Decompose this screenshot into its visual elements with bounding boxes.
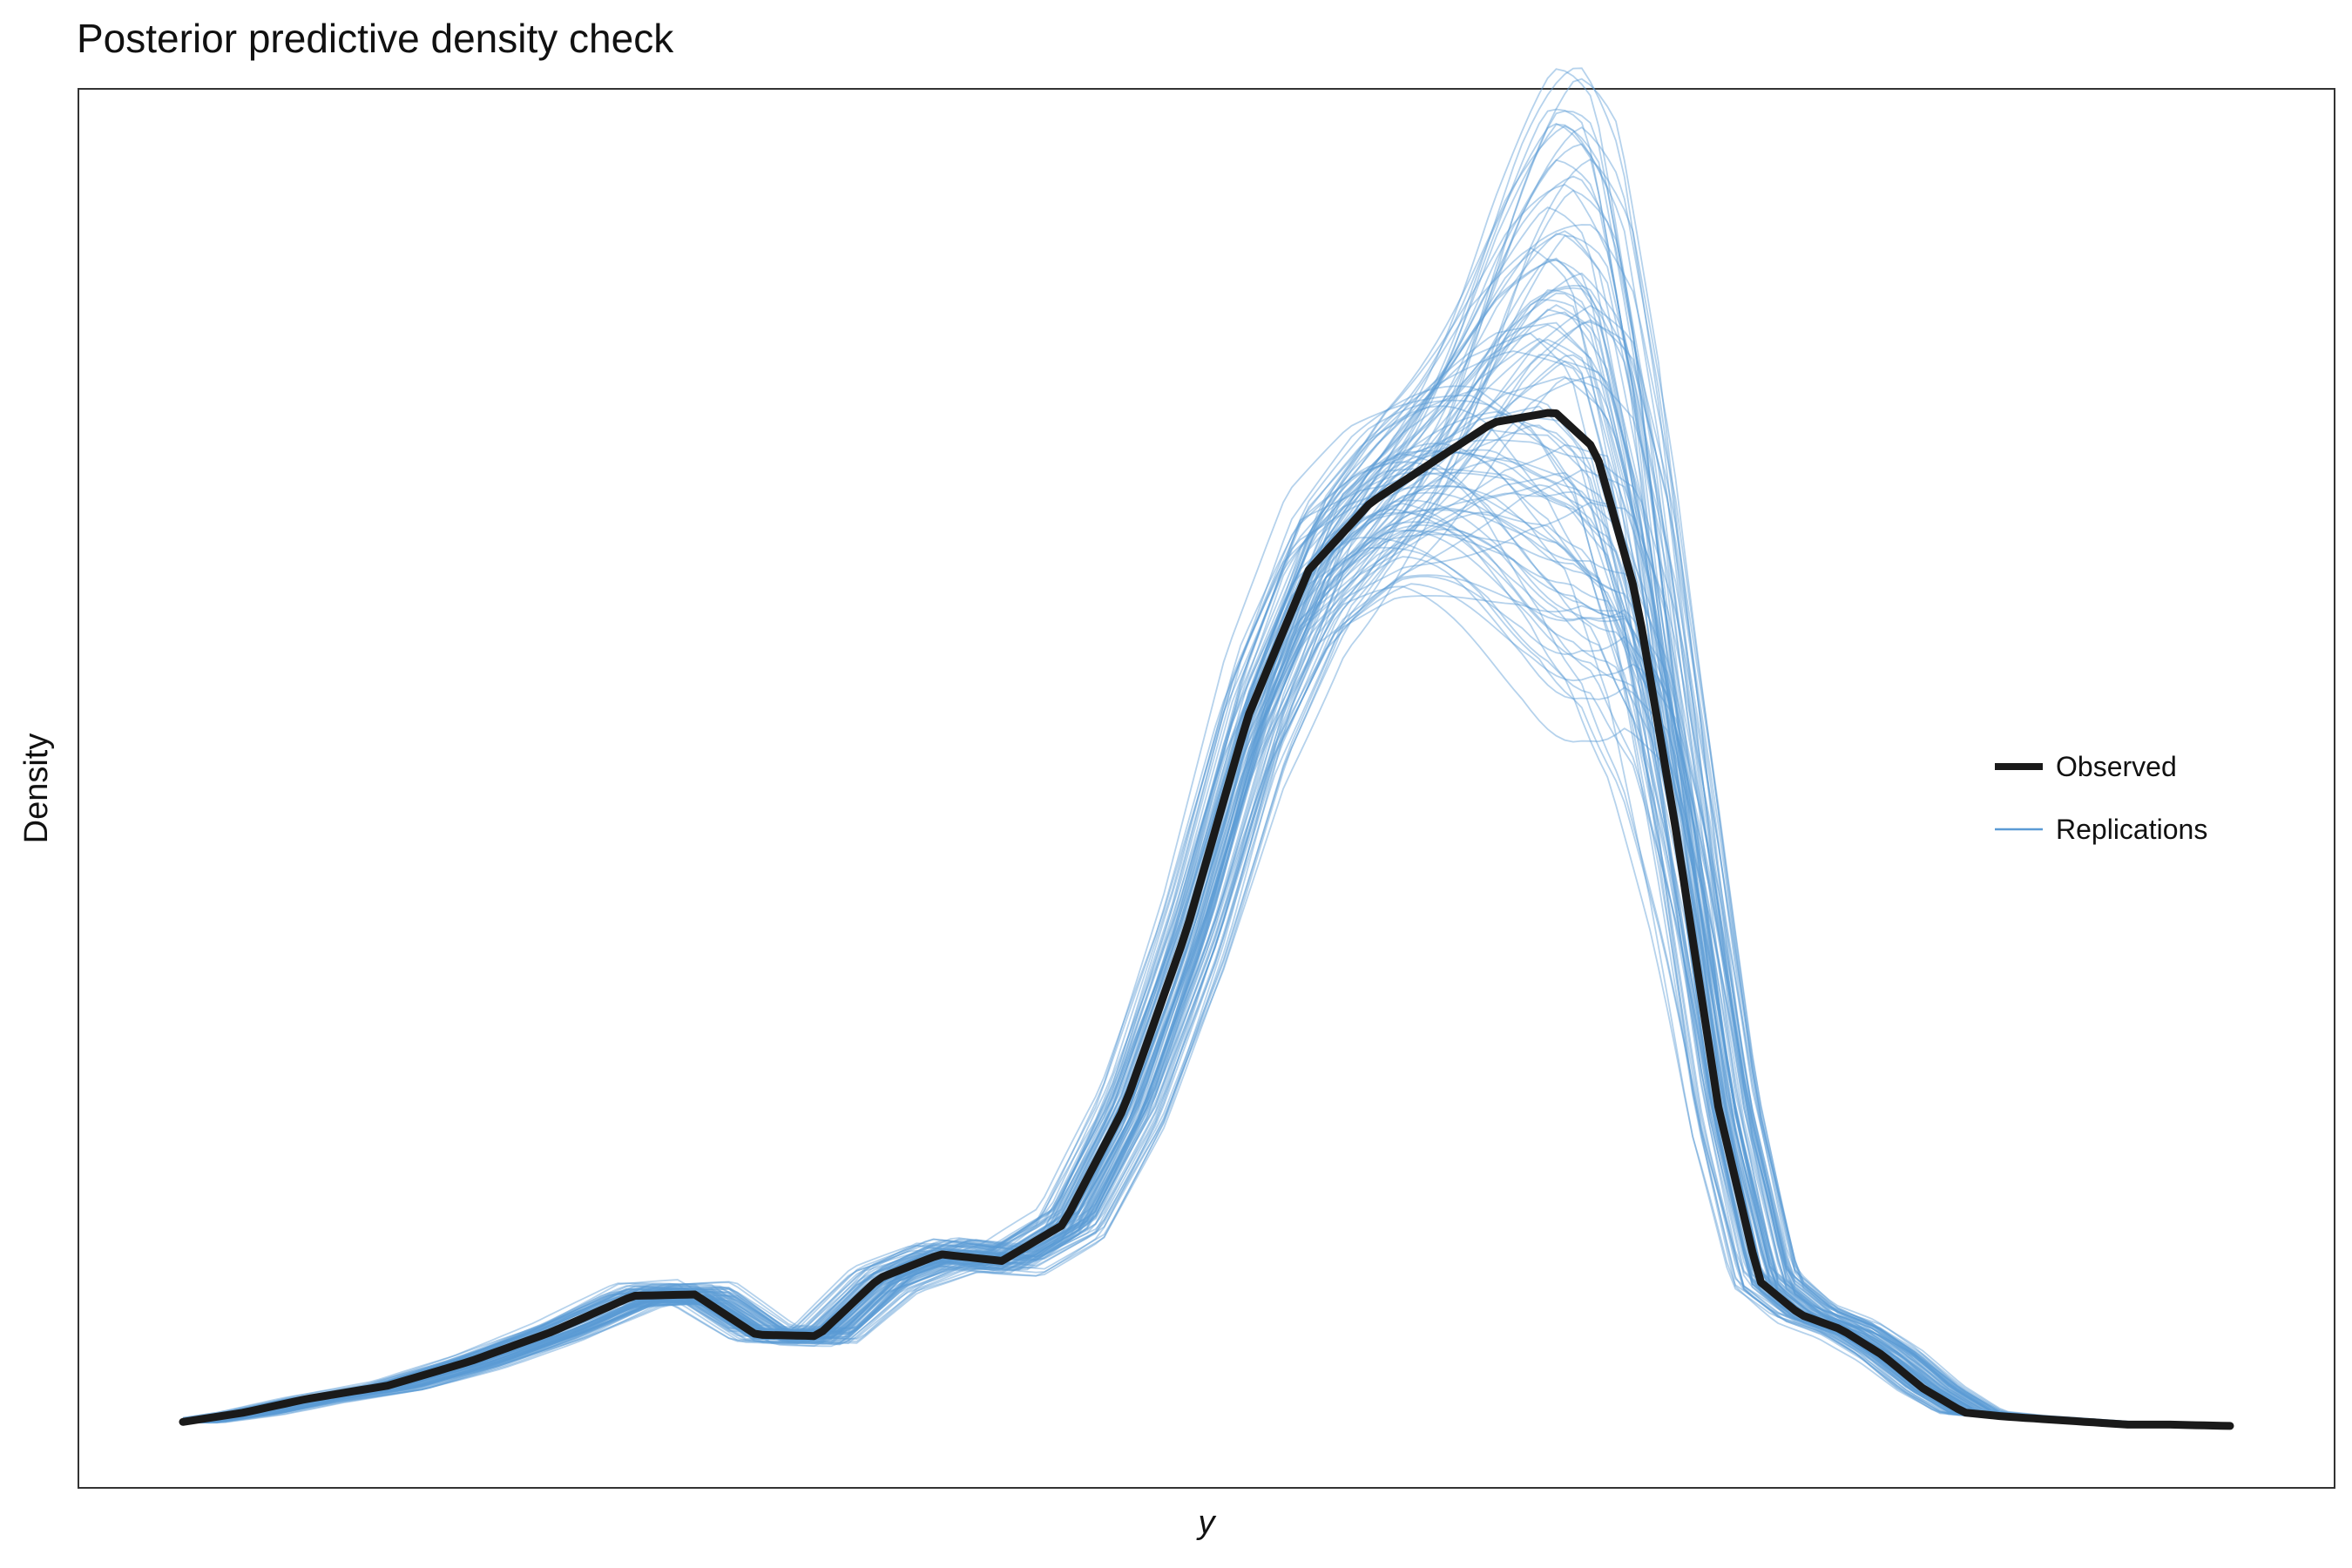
replication-line: [183, 230, 2231, 1427]
replication-line: [183, 533, 2231, 1427]
replication-line: [183, 287, 2231, 1426]
replication-line: [183, 175, 2231, 1427]
replication-line: [182, 376, 2231, 1427]
replication-line: [182, 126, 2231, 1427]
replication-line: [183, 556, 2231, 1427]
replication-line: [183, 594, 2231, 1426]
replication-line: [182, 337, 2230, 1427]
replication-line: [183, 189, 2231, 1427]
replication-line: [182, 299, 2230, 1427]
replication-line: [182, 524, 2230, 1427]
replication-line: [183, 469, 2231, 1427]
replication-line: [182, 537, 2230, 1427]
replication-line: [183, 360, 2231, 1427]
replication-line: [183, 272, 2231, 1427]
replication-line: [183, 304, 2231, 1427]
replication-line: [183, 449, 2231, 1427]
replication-line: [183, 471, 2231, 1427]
replication-line: [182, 247, 2231, 1427]
replication-line: [183, 67, 2231, 1427]
replication-line: [183, 78, 2231, 1427]
replication-line: [182, 68, 2231, 1427]
replication-line: [183, 143, 2231, 1426]
replication-line: [182, 308, 2230, 1427]
replication-line: [182, 484, 2230, 1427]
replication-line: [183, 456, 2231, 1427]
replication-line: [183, 453, 2231, 1427]
replication-line: [182, 499, 2231, 1427]
replication-line: [183, 375, 2231, 1426]
replication-line: [182, 483, 2230, 1427]
replication-series: [182, 67, 2231, 1428]
replication-line: [183, 529, 2231, 1426]
replication-line: [183, 501, 2231, 1427]
replication-line: [182, 449, 2231, 1427]
replication-line: [183, 491, 2231, 1426]
replication-line: [182, 508, 2231, 1426]
y-axis-label: Density: [18, 733, 55, 844]
legend-replications-label: Replications: [2056, 814, 2207, 845]
replication-line: [182, 485, 2231, 1427]
replication-line: [183, 224, 2231, 1426]
replication-line: [182, 159, 2231, 1427]
replication-line: [182, 528, 2231, 1427]
plot-frame: [78, 88, 2335, 1489]
chart-title: Posterior predictive density check: [77, 16, 674, 61]
replication-line: [182, 461, 2230, 1427]
replication-line: [183, 507, 2231, 1426]
replication-line: [183, 284, 2231, 1427]
observed-series-line: [179, 409, 2234, 1430]
replication-line: [182, 332, 2230, 1428]
x-axis-label: y: [1196, 1504, 1217, 1541]
replication-line: [182, 450, 2230, 1427]
replication-line: [183, 503, 2231, 1427]
replication-line: [183, 574, 2231, 1426]
replication-line: [183, 471, 2231, 1427]
replication-line: [183, 583, 2231, 1426]
replication-line: [182, 585, 2231, 1426]
replication-line: [182, 530, 2231, 1427]
replication-line: [182, 424, 2230, 1427]
replication-line: [183, 439, 2231, 1426]
replication-line: [183, 521, 2231, 1427]
legend: Observed Replications: [1995, 751, 2207, 845]
replication-line: [182, 354, 2230, 1427]
replication-line: [183, 451, 2231, 1427]
replication-line: [183, 443, 2231, 1427]
replication-line: [183, 158, 2231, 1426]
legend-observed-label: Observed: [2056, 751, 2177, 782]
replication-line: [182, 319, 2231, 1426]
replication-line: [183, 576, 2231, 1427]
replication-line: [182, 470, 2231, 1428]
replication-line: [183, 416, 2231, 1427]
replication-line: [183, 234, 2231, 1427]
